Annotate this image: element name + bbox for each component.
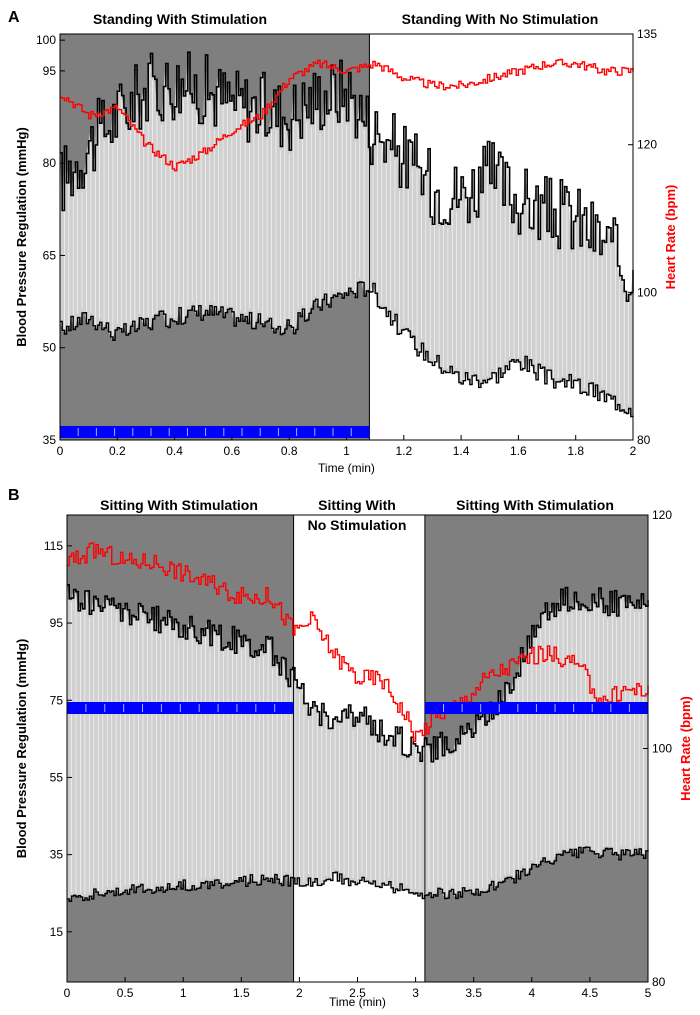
region-label: Sitting With Stimulation [456,497,614,513]
x-tick-label: 0 [57,444,64,458]
y-left-tick-label: 100 [36,33,56,47]
x-tick-label: 4 [528,986,535,1000]
y-left-tick-label: 50 [43,341,57,355]
systolic-trace [67,584,649,763]
x-tick-label: 2 [630,444,637,458]
x-axis-title: Time (min) [329,995,386,1009]
panel-letter: B [8,487,20,504]
y-left-tick-label: 15 [50,925,64,939]
x-tick-label: 5 [645,986,652,1000]
y-right-tick-label: 100 [652,742,672,756]
beat-ticks [66,588,649,895]
stimulation-marker-bar [60,426,370,438]
y-left-tick-label: 65 [43,248,57,262]
region-label: Standing With No Stimulation [402,11,599,27]
heart-rate-trace [67,542,649,742]
y-right-axis-title: Heart Rate (bpm) [678,696,693,801]
y-left-tick-label: 35 [50,848,64,862]
x-tick-label: 3.5 [465,986,482,1000]
x-tick-label: 2 [296,986,303,1000]
x-tick-label: 1 [343,444,350,458]
region-label: Sitting With No Stimulation [308,497,407,533]
x-tick-label: 1.5 [233,986,250,1000]
y-left-tick-label: 95 [50,616,64,630]
y-left-axis-title: Blood Pressure Regulation (mmHg) [14,639,29,859]
y-right-tick-label: 120 [637,138,657,152]
y-left-tick-label: 75 [50,693,64,707]
x-tick-label: 1.2 [395,444,412,458]
x-tick-label: 1.8 [567,444,584,458]
x-tick-label: 3 [412,986,419,1000]
diastolic-trace [60,281,634,418]
x-tick-label: 0.6 [224,444,241,458]
y-right-axis-title: Heart Rate (bpm) [663,185,678,290]
y-left-tick-label: 55 [50,770,64,784]
y-left-tick-label: 115 [44,539,63,553]
heart-rate-trace [60,58,634,172]
x-tick-label: 0.8 [281,444,298,458]
x-tick-label: 0.5 [117,986,134,1000]
x-tick-label: 1.4 [453,444,470,458]
x-tick-label: 1.6 [510,444,527,458]
x-axis-title: Time (min) [318,461,375,475]
systolic-trace [60,51,634,302]
y-right-tick-label: 100 [637,285,657,299]
y-left-axis-title: Blood Pressure Regulation (mmHg) [14,127,29,347]
x-tick-label: 0.4 [166,444,183,458]
y-left-tick-label: 35 [43,433,57,447]
y-right-tick-label: 135 [637,27,657,41]
region-label: Sitting With Stimulation [100,497,258,513]
panel-letter: A [8,9,20,26]
x-tick-label: 2.5 [349,986,366,1000]
x-tick-label: 0 [64,986,71,1000]
y-right-tick-label: 80 [637,433,651,447]
y-right-tick-label: 120 [652,508,672,522]
y-left-tick-label: 80 [43,156,57,170]
region-label: Standing With Stimulation [93,11,267,27]
x-tick-label: 4.5 [582,986,599,1000]
y-left-tick-label: 95 [43,64,57,78]
y-right-tick-label: 80 [652,975,666,989]
x-tick-label: 1 [180,986,187,1000]
x-tick-label: 0.2 [109,444,126,458]
diastolic-trace [67,846,649,902]
